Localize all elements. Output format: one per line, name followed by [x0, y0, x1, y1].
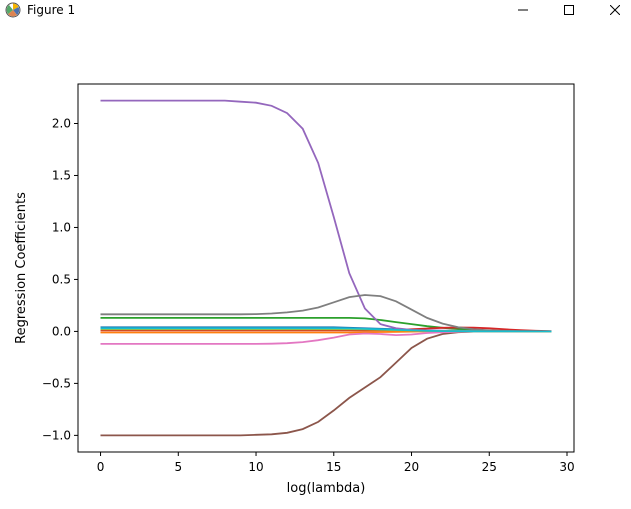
y-tick-label: −0.5: [42, 376, 71, 390]
x-tick-label: 20: [404, 460, 419, 474]
y-tick-label: 1.0: [52, 220, 71, 234]
maximize-button[interactable]: [546, 0, 592, 20]
x-tick-label: 0: [97, 460, 105, 474]
series-line-5: [100, 99, 552, 333]
x-axis-label: log(lambda): [287, 481, 366, 496]
x-tick-label: 15: [326, 460, 341, 474]
y-tick-label: 2.0: [52, 117, 71, 131]
series-line-6: [100, 330, 552, 437]
plot-frame: [77, 83, 575, 453]
window-titlebar[interactable]: Figure 1: [0, 0, 631, 20]
y-tick-label: −1.0: [42, 428, 71, 442]
coefficient-path-chart: 0 5 10 15 20 25 30 −1.0 −0.5 0.0 0.5 1.0 1.5 2.0 log…: [14, 83, 575, 496]
x-tick-label: 30: [559, 460, 574, 474]
close-button[interactable]: [592, 0, 631, 20]
y-tick-label: 0.0: [52, 324, 71, 338]
maximize-icon: [564, 5, 574, 15]
minimize-button[interactable]: [500, 0, 546, 20]
figure-canvas: 0 5 10 15 20 25 30 −1.0 −0.5 0.0 0.5 1.0 1.5 2.0 log…: [0, 20, 631, 505]
series-line-8: [100, 294, 552, 333]
y-tick-label: 1.5: [52, 168, 71, 182]
matplotlib-icon: [5, 2, 21, 18]
minimize-icon: [518, 9, 528, 11]
series-layer: [100, 99, 552, 437]
series-line-10: [100, 327, 552, 333]
x-tick-label: 10: [248, 460, 263, 474]
series-line-4: [100, 326, 552, 333]
x-tick-label: 25: [482, 460, 497, 474]
close-icon: [610, 5, 620, 15]
window-title: Figure 1: [27, 3, 76, 17]
x-tick-label: 5: [174, 460, 182, 474]
y-axis-label: Regression Coefficients: [14, 192, 29, 344]
y-tick-label: 0.5: [52, 272, 71, 286]
y-axis-ticks: −1.0 −0.5 0.0 0.5 1.0 1.5 2.0: [42, 117, 78, 442]
x-axis-ticks: 0 5 10 15 20 25 30: [97, 452, 575, 474]
